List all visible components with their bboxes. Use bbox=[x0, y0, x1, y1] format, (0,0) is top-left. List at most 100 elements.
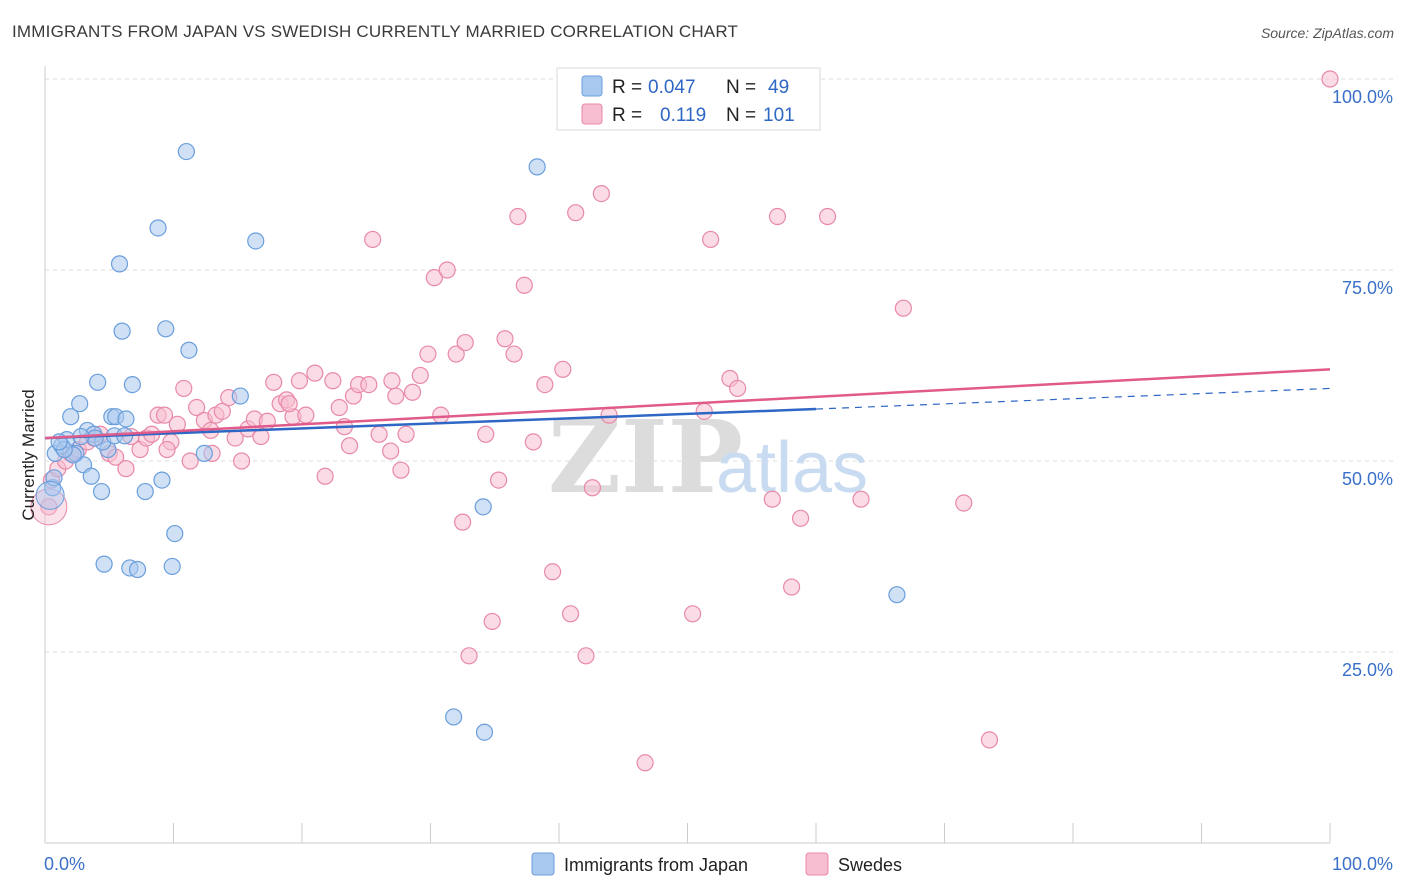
swedes-point bbox=[411, 366, 429, 385]
y-tick-label: 50.0% bbox=[1342, 469, 1393, 489]
swedes-point bbox=[340, 437, 359, 455]
source-label: Source: ZipAtlas.com bbox=[1260, 25, 1394, 41]
swedes-point bbox=[782, 578, 801, 596]
swedes-point bbox=[233, 452, 251, 470]
swedes-point bbox=[265, 373, 283, 391]
swedes-point bbox=[592, 185, 611, 203]
japan-point bbox=[117, 410, 135, 428]
swedes-point bbox=[763, 490, 781, 508]
swedes-point bbox=[175, 379, 193, 398]
japan-point bbox=[157, 320, 175, 338]
swedes-point bbox=[456, 333, 474, 352]
japan-point bbox=[89, 373, 107, 391]
swedes-point bbox=[554, 360, 572, 378]
swedes-point bbox=[252, 427, 270, 446]
japan-point bbox=[445, 708, 463, 726]
swedes-point bbox=[490, 471, 508, 489]
bottom-legend-swedes: Swedes bbox=[838, 855, 902, 875]
swedes-point bbox=[505, 345, 523, 363]
swedes-point bbox=[567, 204, 585, 222]
japan-points bbox=[35, 70, 906, 741]
japan-point bbox=[86, 429, 104, 447]
swedes-points bbox=[30, 70, 1339, 772]
y-tick-label: 75.0% bbox=[1342, 278, 1393, 298]
swedes-point bbox=[280, 395, 298, 413]
swedes-point bbox=[330, 398, 348, 417]
japan-trend-line bbox=[44, 407, 817, 440]
swedes-point bbox=[158, 440, 176, 459]
swedes-point bbox=[524, 433, 542, 451]
swedes-point bbox=[509, 207, 527, 226]
japan-point bbox=[113, 322, 131, 340]
swedes-point bbox=[40, 498, 58, 516]
legend-n-swedes: 101 bbox=[763, 105, 795, 126]
japan-point bbox=[528, 158, 546, 176]
japan-point bbox=[71, 395, 89, 413]
watermark: ZIP atlas bbox=[548, 398, 868, 516]
swedes-point bbox=[477, 425, 495, 443]
swedes-point bbox=[483, 612, 501, 631]
y-tick-label: 25.0% bbox=[1342, 660, 1393, 680]
swedes-point bbox=[387, 387, 405, 405]
swedes-point bbox=[768, 207, 787, 226]
japan-point bbox=[128, 560, 147, 579]
swedes-point bbox=[600, 406, 618, 424]
swedes-point bbox=[392, 461, 410, 479]
japan-point bbox=[231, 387, 249, 405]
swedes-point bbox=[1321, 70, 1339, 88]
japan-point bbox=[180, 341, 198, 359]
swedes-point bbox=[213, 402, 231, 420]
swedes-point bbox=[454, 513, 472, 531]
swedes-point bbox=[577, 647, 595, 665]
japan-point bbox=[475, 723, 494, 741]
x-tick-label: 100.0% bbox=[1332, 854, 1393, 874]
y-tick-labels: 25.0% 50.0% 75.0% 100.0% bbox=[1332, 87, 1393, 680]
swedes-point bbox=[432, 406, 450, 424]
japan-point bbox=[195, 444, 213, 462]
swedes-point bbox=[702, 230, 720, 249]
swedes-point bbox=[447, 345, 465, 363]
swedes-point bbox=[324, 372, 342, 390]
watermark-atlas: atlas bbox=[716, 428, 868, 508]
swedes-point bbox=[306, 364, 324, 382]
japan-point bbox=[163, 557, 181, 576]
japan-point bbox=[136, 482, 154, 501]
swedes-point bbox=[155, 406, 174, 424]
grid-lines bbox=[45, 78, 1393, 653]
swedes-point bbox=[791, 509, 810, 527]
japan-point bbox=[247, 232, 265, 250]
swedes-point bbox=[117, 460, 135, 478]
swedes-point bbox=[297, 406, 315, 424]
japan-point bbox=[177, 142, 195, 161]
swedes-point bbox=[729, 379, 747, 398]
swedes-point bbox=[980, 731, 999, 749]
swedes-point bbox=[496, 330, 514, 348]
swedes-point bbox=[360, 376, 378, 394]
x-tick-label: 0.0% bbox=[44, 854, 85, 874]
correlation-legend: R = 0.047 N = 49 R = 0.119 N = 101 bbox=[556, 67, 821, 131]
swedes-point bbox=[370, 425, 388, 443]
swedes-point bbox=[316, 467, 334, 485]
bottom-legend-swatch-japan bbox=[531, 852, 555, 876]
swedes-point bbox=[561, 605, 580, 623]
japan-point bbox=[149, 219, 167, 237]
swedes-point bbox=[543, 563, 562, 581]
swedes-point bbox=[684, 605, 702, 623]
swedes-point bbox=[460, 647, 478, 665]
swedes-trend-line bbox=[44, 368, 1331, 440]
swedes-point bbox=[290, 372, 309, 390]
japan-point-large bbox=[35, 480, 65, 510]
swedes-point bbox=[955, 494, 973, 512]
japan-point bbox=[888, 586, 906, 604]
swedes-point bbox=[397, 425, 415, 443]
swedes-point bbox=[818, 207, 837, 226]
swedes-point bbox=[894, 299, 912, 317]
swedes-point bbox=[515, 276, 533, 294]
swedes-point bbox=[382, 442, 400, 460]
swedes-point bbox=[419, 345, 437, 363]
y-tick-label: 100.0% bbox=[1332, 87, 1393, 107]
trend-lines bbox=[44, 368, 1331, 440]
swedes-point bbox=[636, 754, 654, 772]
japan-point bbox=[62, 408, 80, 426]
